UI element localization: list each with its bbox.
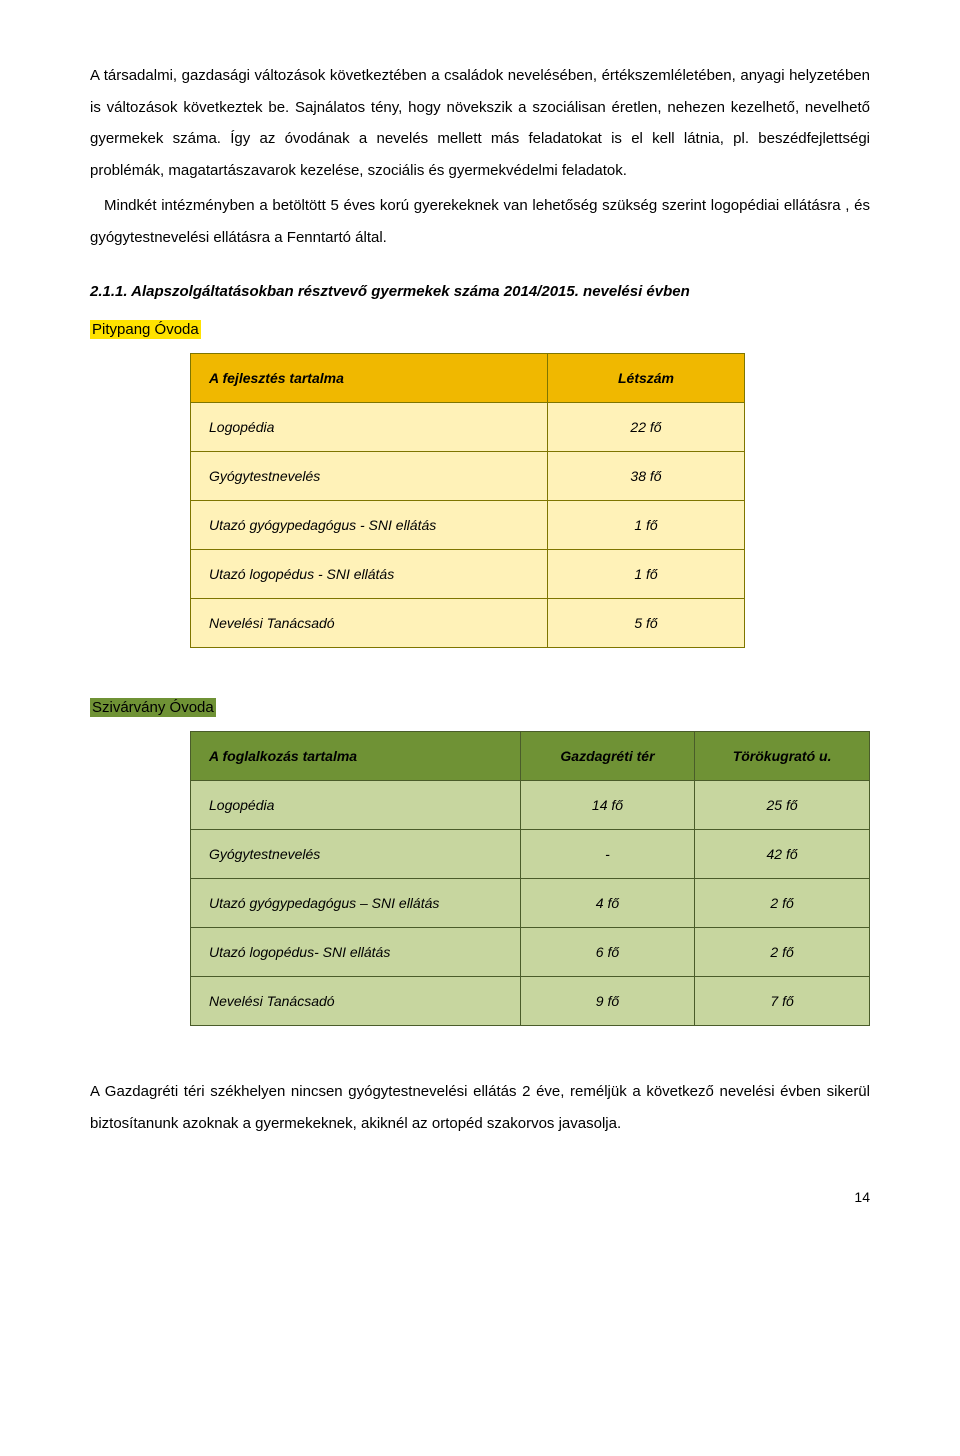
table-row: Nevelési Tanácsadó 9 fő 7 fő: [191, 977, 870, 1026]
table-row: Utazó logopédus - SNI ellátás 1 fő: [191, 550, 745, 599]
cell: 9 fő: [520, 977, 694, 1026]
cell: Nevelési Tanácsadó: [191, 599, 548, 648]
cell: 25 fő: [695, 781, 870, 830]
cell: 1 fő: [548, 550, 745, 599]
cell: 6 fő: [520, 928, 694, 977]
szivarvany-section: Szivárvány Óvoda A foglalkozás tartalma …: [90, 648, 870, 1026]
szivarvany-label: Szivárvány Óvoda: [90, 698, 216, 717]
cell: 14 fő: [520, 781, 694, 830]
table-header-row: A fejlesztés tartalma Létszám: [191, 354, 745, 403]
col-header: Törökugrató u.: [695, 732, 870, 781]
table-row: Logopédia 14 fő 25 fő: [191, 781, 870, 830]
cell: 5 fő: [548, 599, 745, 648]
pitypang-table: A fejlesztés tartalma Létszám Logopédia …: [190, 353, 745, 648]
cell: Utazó gyógypedagógus – SNI ellátás: [191, 879, 521, 928]
col-header: A foglalkozás tartalma: [191, 732, 521, 781]
cell: 2 fő: [695, 928, 870, 977]
cell: Utazó gyógypedagógus - SNI ellátás: [191, 501, 548, 550]
pitypang-section: Pitypang Óvoda A fejlesztés tartalma Lét…: [90, 320, 870, 648]
body-paragraph-2: Mindkét intézményben a betöltött 5 éves …: [90, 190, 870, 253]
cell: 38 fő: [548, 452, 745, 501]
col-header: Gazdagréti tér: [520, 732, 694, 781]
cell: 42 fő: [695, 830, 870, 879]
cell: Logopédia: [191, 403, 548, 452]
cell: Utazó logopédus - SNI ellátás: [191, 550, 548, 599]
cell: 22 fő: [548, 403, 745, 452]
cell: 4 fő: [520, 879, 694, 928]
pitypang-label: Pitypang Óvoda: [90, 320, 201, 339]
col-header: Létszám: [548, 354, 745, 403]
document-page: A társadalmi, gazdasági változások követ…: [0, 0, 960, 1245]
table-row: Nevelési Tanácsadó 5 fő: [191, 599, 745, 648]
body-paragraph-1: A társadalmi, gazdasági változások követ…: [90, 60, 870, 186]
cell: Gyógytestnevelés: [191, 452, 548, 501]
cell: 2 fő: [695, 879, 870, 928]
table-row: Utazó logopédus- SNI ellátás 6 fő 2 fő: [191, 928, 870, 977]
table-row: Utazó gyógypedagógus - SNI ellátás 1 fő: [191, 501, 745, 550]
table-row: Gyógytestnevelés 38 fő: [191, 452, 745, 501]
cell: 1 fő: [548, 501, 745, 550]
cell: -: [520, 830, 694, 879]
table-row: Utazó gyógypedagógus – SNI ellátás 4 fő …: [191, 879, 870, 928]
section-heading: 2.1.1. Alapszolgáltatásokban résztvevő g…: [90, 283, 870, 300]
table-row: Logopédia 22 fő: [191, 403, 745, 452]
table-header-row: A foglalkozás tartalma Gazdagréti tér Tö…: [191, 732, 870, 781]
cell: Utazó logopédus- SNI ellátás: [191, 928, 521, 977]
table-row: Gyógytestnevelés - 42 fő: [191, 830, 870, 879]
page-number: 14: [90, 1189, 870, 1205]
cell: Gyógytestnevelés: [191, 830, 521, 879]
szivarvany-table: A foglalkozás tartalma Gazdagréti tér Tö…: [190, 731, 870, 1026]
cell: Nevelési Tanácsadó: [191, 977, 521, 1026]
cell: Logopédia: [191, 781, 521, 830]
col-header: A fejlesztés tartalma: [191, 354, 548, 403]
cell: 7 fő: [695, 977, 870, 1026]
closing-paragraph: A Gazdagréti téri székhelyen nincsen gyó…: [90, 1076, 870, 1139]
